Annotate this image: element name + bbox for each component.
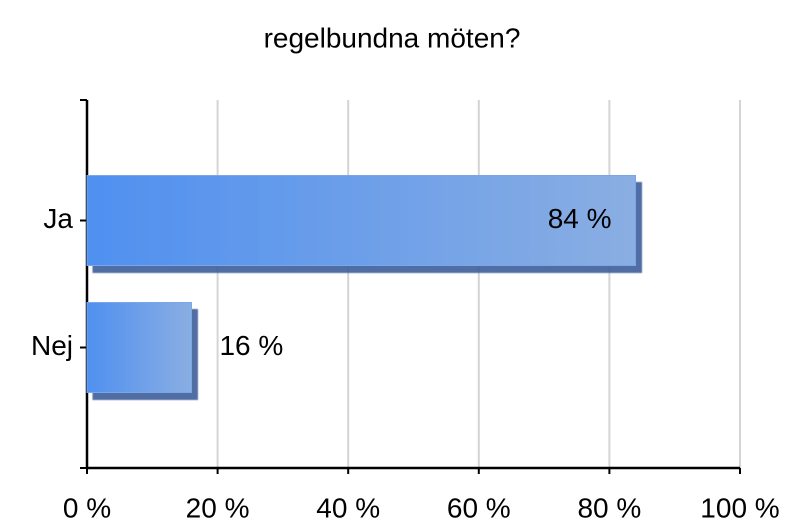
x-tick-label: 20 %	[186, 492, 250, 523]
chart-title: regelbundna möten?	[264, 22, 521, 53]
y-tick-label: Ja	[43, 203, 73, 234]
bar	[86, 175, 637, 266]
x-tick-label: 0 %	[63, 492, 111, 523]
x-tick-label: 100 %	[700, 492, 779, 523]
value-label: 84 %	[548, 203, 612, 234]
x-tick-label: 60 %	[447, 492, 511, 523]
value-label: 16 %	[219, 330, 283, 361]
bar	[86, 302, 192, 393]
x-tick-label: 80 %	[577, 492, 641, 523]
y-tick-label: Nej	[31, 330, 73, 361]
x-tick-label: 40 %	[316, 492, 380, 523]
